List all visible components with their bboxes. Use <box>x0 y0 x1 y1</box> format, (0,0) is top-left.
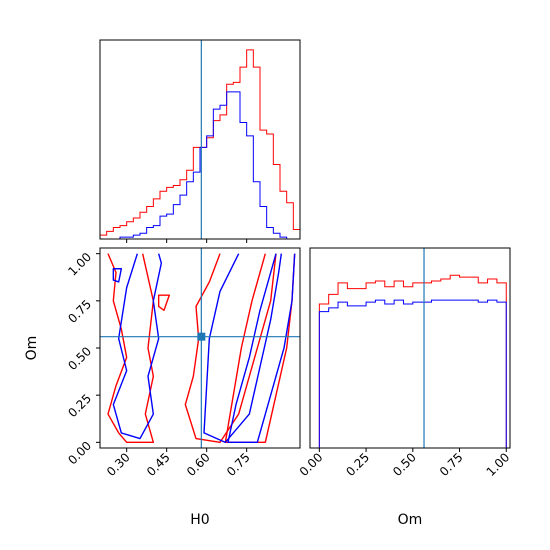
contour-series-1-line <box>203 253 283 444</box>
contour-xtick-label: 0.30 <box>104 450 133 479</box>
Om-xtick-label: 0.75 <box>437 450 466 479</box>
contour-ytick-label: 0.75 <box>65 297 94 326</box>
contour-ytick-label: 0.50 <box>65 344 94 373</box>
truth-marker <box>197 332 206 341</box>
contour-ytick-label: 0.00 <box>65 439 94 468</box>
contour-ytick-label: 0.25 <box>65 391 94 420</box>
x-axis-label-H0: H0 <box>190 512 209 528</box>
Om-histogram-series-1 <box>318 299 507 448</box>
Om-xtick-label: 0.50 <box>390 450 419 479</box>
Om-histogram-frame <box>309 247 511 449</box>
histogram-panel-Om: 0.00 0.25 0.50 0.75 1.00 Om <box>297 247 513 528</box>
Om-xtick-label: 1.00 <box>484 450 513 479</box>
H0-histogram-series-0 <box>100 49 300 239</box>
contour-xtick-label: 0.60 <box>184 450 213 479</box>
histogram-panel-H0 <box>99 39 301 243</box>
Om-axis-label: Om <box>398 512 423 528</box>
contour-series-0-line <box>107 253 155 444</box>
contour-series-1-line <box>227 253 296 444</box>
contour-series-1-line <box>112 268 123 283</box>
contour-ytick-label: 1.00 <box>65 250 94 279</box>
H0-histogram-frame <box>99 39 301 240</box>
Om-xtick-label: 0.00 <box>297 450 326 479</box>
contour-series-0-line <box>157 294 171 311</box>
contour-xtick-label: 0.75 <box>224 450 253 479</box>
contour-panel-H0-Om: 0.30 0.45 0.60 0.75 0.00 0.25 0.50 0.75 1.00 H0 Om <box>24 247 301 528</box>
contour-xtick-label: 0.45 <box>144 450 173 479</box>
H0-histogram-series-1 <box>100 91 300 239</box>
y-axis-label-Om: Om <box>24 336 40 361</box>
contour-series-0-line <box>184 253 277 444</box>
Om-xtick-label: 0.25 <box>343 450 372 479</box>
contour-series-1-line <box>112 253 163 440</box>
Om-histogram-series-0 <box>318 274 507 448</box>
